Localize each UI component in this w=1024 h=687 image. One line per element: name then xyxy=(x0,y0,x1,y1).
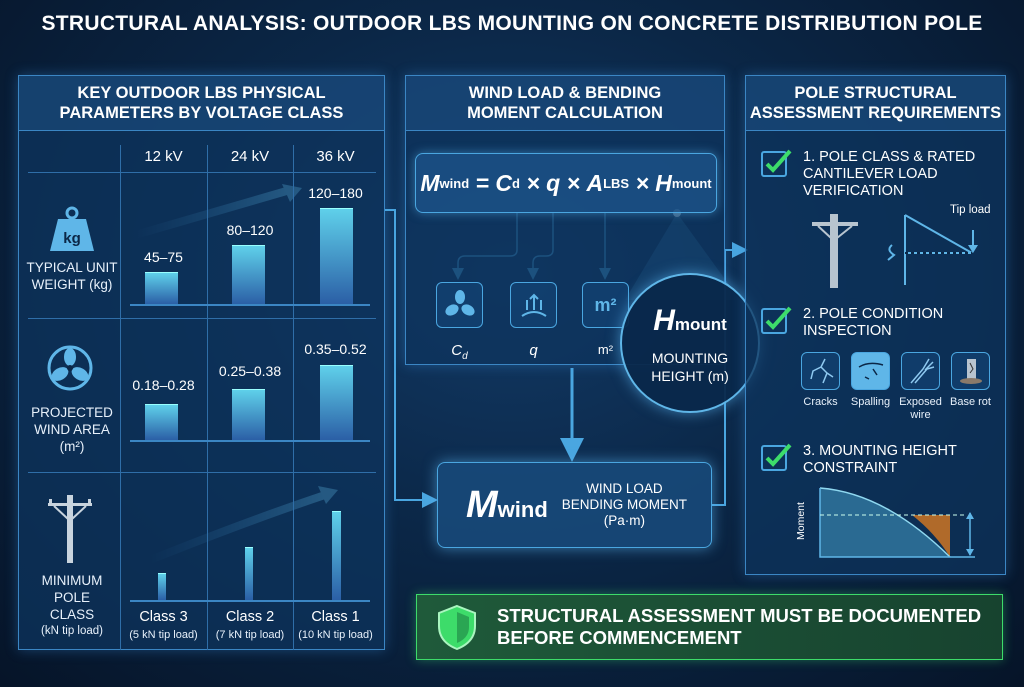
class-12kv: Class 3 xyxy=(139,609,188,625)
column-header-36kv: 36 kV xyxy=(316,148,355,165)
factor-label-q: q xyxy=(529,342,538,359)
row-label: CLASS xyxy=(49,607,95,622)
heading-line: ASSESSMENT REQUIREMENTS xyxy=(749,104,1002,122)
tip-load-label: Tip load xyxy=(950,204,991,216)
parameters-panel-heading: KEY OUTDOOR LBS PHYSICAL PARAMETERS BY VO… xyxy=(19,76,384,131)
parameters-panel: KEY OUTDOOR LBS PHYSICAL PARAMETERS BY VO… xyxy=(18,75,385,650)
defect-label: Base rot xyxy=(950,396,991,408)
defect-label: Spalling xyxy=(850,396,891,408)
utility-pole-icon xyxy=(48,495,92,563)
row-label: (kN tip load) xyxy=(41,625,103,637)
tip-load-12kv: (5 kN tip load) xyxy=(129,629,198,641)
requirements-panel-heading: POLE STRUCTURAL ASSESSMENT REQUIREMENTS xyxy=(746,76,1005,131)
cantilever-load-diagram xyxy=(887,214,978,285)
weight-kg-icon: kg xyxy=(50,206,94,251)
bending-moment-result: Mwind WIND LOAD BENDING MOMENT (Pa·m) xyxy=(437,462,712,548)
heading-line: MOMENT CALCULATION xyxy=(467,104,663,122)
row-label: PROJECTED xyxy=(31,405,113,420)
tip-load-36kv: (10 kN tip load) xyxy=(298,629,373,641)
fan-icon xyxy=(436,282,483,328)
bar-area-12kv xyxy=(145,404,178,440)
defect-label: Cracks xyxy=(803,396,838,408)
tip-load-24kv: (7 kN tip load) xyxy=(215,629,285,641)
row-label: WEIGHT (kg) xyxy=(31,277,113,292)
moment-constraint-chart xyxy=(819,487,975,558)
cracks-icon xyxy=(801,352,840,390)
area-36kv: 0.35–0.52 xyxy=(304,341,367,357)
area-m2-icon: m² xyxy=(582,282,629,328)
bar-weight-36kv xyxy=(320,208,353,304)
banner-line: STRUCTURAL ASSESSMENT MUST BE DOCUMENTED xyxy=(497,605,982,626)
checkbox-checked-icon[interactable] xyxy=(760,305,794,335)
bar-class-2 xyxy=(245,547,253,600)
row-label: MINIMUM xyxy=(41,573,103,588)
weight-24kv: 80–120 xyxy=(226,222,274,238)
calculation-panel-heading: WIND LOAD & BENDING MOMENT CALCULATION xyxy=(406,76,724,131)
factor-label-cd: Cd xyxy=(451,342,468,362)
factor-label-m2: m² xyxy=(597,342,614,357)
requirement-2: 2. POLE CONDITION INSPECTION xyxy=(803,306,944,339)
heading-line: PARAMETERS BY VOLTAGE CLASS xyxy=(59,104,344,122)
bar-area-36kv xyxy=(320,365,353,440)
bar-area-24kv xyxy=(232,389,265,440)
fan-icon xyxy=(47,345,93,391)
spalling-icon xyxy=(851,352,890,390)
utility-pole-icon xyxy=(812,214,858,288)
documentation-banner: STRUCTURAL ASSESSMENT MUST BE DOCUMENTED… xyxy=(416,594,1003,660)
dynamic-pressure-icon xyxy=(510,282,557,328)
row-label: (m²) xyxy=(59,439,85,454)
mounting-height-callout: Hmount MOUNTING HEIGHT (m) xyxy=(620,273,760,413)
page-title: STRUCTURAL ANALYSIS: OUTDOOR LBS MOUNTIN… xyxy=(41,12,983,35)
weight-36kv: 120–180 xyxy=(308,185,363,201)
area-24kv: 0.25–0.38 xyxy=(218,363,282,379)
column-header-24kv: 24 kV xyxy=(230,148,270,165)
moment-axis-label: Moment xyxy=(795,502,807,540)
checkbox-checked-icon[interactable] xyxy=(760,442,794,472)
heading-line: POLE STRUCTURAL xyxy=(794,84,957,102)
row-label: POLE xyxy=(53,590,91,605)
weight-12kv: 45–75 xyxy=(144,249,183,265)
bar-weight-24kv xyxy=(232,245,265,304)
base-rot-icon xyxy=(951,352,990,390)
shield-check-icon xyxy=(438,604,476,650)
class-24kv: Class 2 xyxy=(225,609,275,625)
exposed-wire-icon xyxy=(901,352,940,390)
checkbox-checked-icon[interactable] xyxy=(760,148,794,178)
heading-line: WIND LOAD & BENDING xyxy=(468,84,662,102)
heading-line: KEY OUTDOOR LBS PHYSICAL xyxy=(77,84,326,102)
connector-left xyxy=(385,209,438,508)
area-12kv: 0.18–0.28 xyxy=(132,377,195,393)
requirement-1: 1. POLE CLASS & RATED CANTILEVER LOAD VERI… xyxy=(803,149,976,199)
bar-class-3 xyxy=(158,573,166,600)
column-header-12kv: 12 kV xyxy=(144,148,183,165)
bar-class-1 xyxy=(332,511,341,600)
class-36kv: Class 1 xyxy=(311,609,360,625)
defect-label: Exposed wire xyxy=(899,396,942,421)
svg-text:kg: kg xyxy=(63,230,81,247)
bar-weight-12kv xyxy=(145,272,178,304)
banner-line: BEFORE COMMENCEMENT xyxy=(497,627,742,648)
requirements-panel: POLE STRUCTURAL ASSESSMENT REQUIREMENTS xyxy=(745,75,1006,575)
requirement-3: 3. MOUNTING HEIGHT CONSTRAINT xyxy=(803,443,957,476)
row-label: WIND AREA xyxy=(34,422,110,437)
row-label: TYPICAL UNIT xyxy=(26,260,118,275)
